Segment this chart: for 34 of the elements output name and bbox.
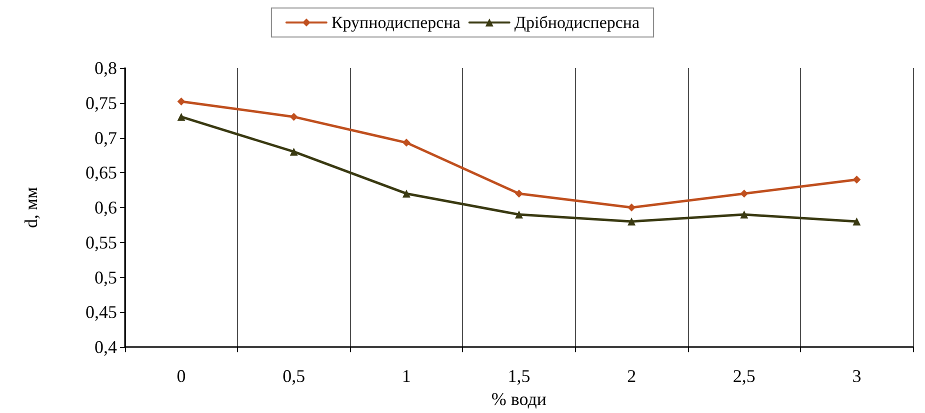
point xyxy=(402,190,410,198)
y-tick-label: 0,8 xyxy=(94,58,117,78)
point xyxy=(177,112,186,121)
point xyxy=(177,97,186,106)
y-axis-title: d, мм xyxy=(21,187,41,228)
point xyxy=(515,210,523,219)
y-tick-label: 0,4 xyxy=(94,337,117,358)
x-tick-label: 2 xyxy=(627,366,636,386)
y-tick-label: 0,5 xyxy=(94,267,117,288)
point xyxy=(290,112,298,121)
point xyxy=(740,210,748,219)
point xyxy=(852,218,861,226)
legend-label: Дрібнодисперсна xyxy=(514,13,640,32)
point xyxy=(402,138,410,147)
x-tick-label: 1 xyxy=(402,366,411,386)
x-axis-title: % води xyxy=(491,389,547,409)
x-tick-label: 3 xyxy=(852,366,862,386)
y-tick-label: 0,55 xyxy=(86,232,117,252)
point xyxy=(740,190,748,198)
point xyxy=(290,148,298,156)
y-tick-label: 0,7 xyxy=(94,128,117,148)
x-tick-label: 1,5 xyxy=(508,366,530,386)
x-tick-label: 0,5 xyxy=(282,366,306,386)
point xyxy=(515,190,523,198)
x-tick-label: 0 xyxy=(176,366,186,386)
y-tick-label: 0,6 xyxy=(94,198,117,218)
point xyxy=(628,204,636,212)
y-tick-label: 0,65 xyxy=(86,162,117,183)
point xyxy=(852,176,861,184)
y-tick-label: 0,45 xyxy=(86,302,117,322)
legend-label: Крупнодисперсна xyxy=(331,13,461,32)
point xyxy=(628,218,636,226)
x-tick-label: 2,5 xyxy=(732,366,756,386)
y-tick-label: 0,75 xyxy=(86,92,117,113)
